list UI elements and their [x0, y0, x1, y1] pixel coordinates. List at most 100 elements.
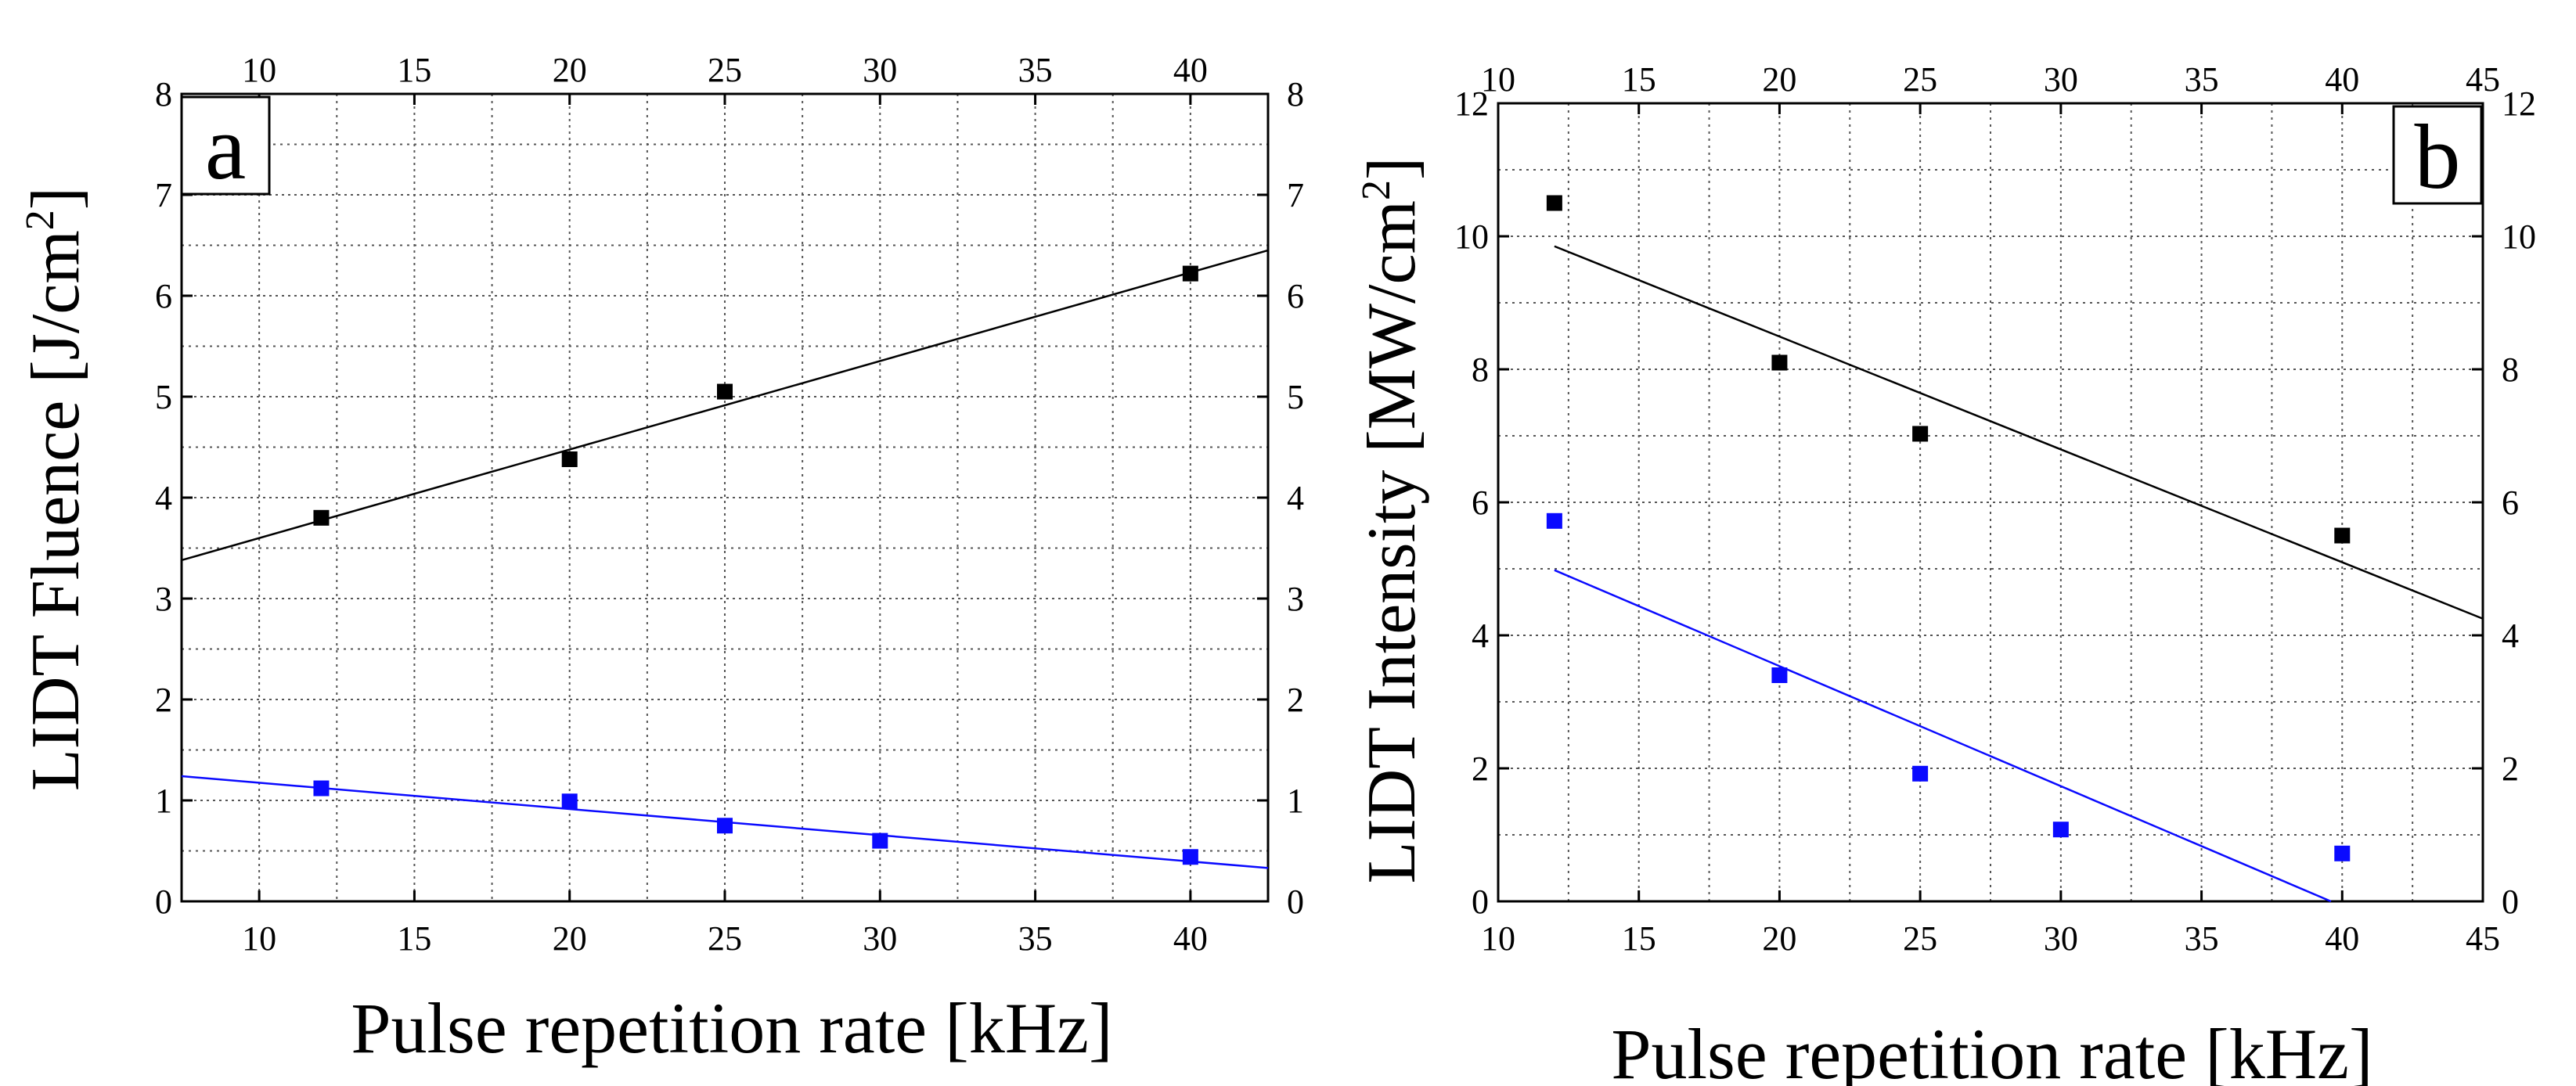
y-axis-label: LIDT Fluence [J/cm2] — [18, 187, 94, 791]
y-axis-label-end: ] — [1354, 157, 1430, 180]
y-tick-label-right: 2 — [2502, 750, 2519, 788]
data-point-black — [1182, 265, 1198, 282]
panel-label: b — [2415, 106, 2461, 208]
x-tick-label: 10 — [242, 919, 276, 958]
x-tick-label: 20 — [1762, 919, 1796, 958]
data-point-blue — [313, 780, 330, 797]
x-tick-label-top: 25 — [708, 51, 742, 89]
y-tick-label: 0 — [1472, 883, 1489, 921]
x-tick-label-top: 15 — [397, 51, 431, 89]
y-tick-label: 3 — [155, 580, 172, 618]
data-point-black — [1546, 195, 1562, 211]
y-tick-label-right: 6 — [2502, 484, 2519, 522]
y-tick-label: 7 — [155, 176, 172, 214]
x-tick-label: 10 — [1481, 919, 1515, 958]
y-tick-label: 8 — [1472, 351, 1489, 389]
panel-label-box — [2392, 105, 2483, 205]
x-tick-label: 40 — [1173, 919, 1208, 958]
y-tick-label: 1 — [155, 782, 172, 820]
y-tick-label-right: 10 — [2502, 218, 2536, 256]
x-tick-label-top: 10 — [1481, 60, 1515, 99]
x-tick-label: 45 — [2466, 919, 2500, 958]
x-tick-label: 30 — [863, 919, 897, 958]
y-axis-label-end: ] — [18, 187, 94, 210]
data-point-black — [717, 383, 733, 400]
y-tick-label-right: 4 — [2502, 617, 2519, 655]
x-tick-label-top: 15 — [1622, 60, 1656, 99]
y-tick-label-right: 3 — [1287, 580, 1304, 618]
x-axis-label: Pulse repetition rate [kHz] — [351, 988, 1112, 1068]
data-point-blue — [561, 793, 578, 810]
panel-label-box — [180, 95, 271, 196]
y-tick-label-right: 6 — [1287, 277, 1304, 315]
y-tick-label: 0 — [155, 883, 172, 921]
x-tick-label-top: 35 — [2185, 60, 2219, 99]
y-tick-label: 4 — [155, 479, 172, 517]
series-black — [181, 249, 1269, 562]
x-tick-label: 30 — [2044, 919, 2078, 958]
x-tick-label-top: 35 — [1018, 51, 1053, 89]
y-tick-label-right: 8 — [1287, 75, 1304, 113]
data-point-black — [2334, 527, 2351, 544]
y-tick-label: 6 — [1472, 484, 1489, 522]
data-point-blue — [717, 818, 733, 834]
y-tick-label: 8 — [155, 75, 172, 113]
data-point-black — [1912, 426, 1929, 442]
y-tick-label-right: 0 — [2502, 883, 2519, 921]
y-tick-label: 4 — [1472, 617, 1489, 655]
y-tick-label-right: 5 — [1287, 378, 1304, 416]
grid — [182, 94, 1268, 901]
x-tick-label-top: 10 — [242, 51, 276, 89]
fit-line-black — [181, 249, 1269, 562]
y-tick-label: 6 — [155, 277, 172, 315]
series-black — [1546, 195, 2484, 620]
y-tick-label-right: 1 — [1287, 782, 1304, 820]
x-tick-label-top: 40 — [1173, 51, 1208, 89]
x-tick-label-top: 30 — [863, 51, 897, 89]
y-tick-label-right: 8 — [2502, 351, 2519, 389]
data-point-black — [1771, 354, 1788, 371]
y-tick-label-right: 4 — [1287, 479, 1304, 517]
series-blue — [1546, 512, 2351, 903]
panel-label: a — [205, 96, 246, 199]
data-point-blue — [1182, 849, 1198, 865]
x-tick-label: 25 — [708, 919, 742, 958]
x-tick-label: 25 — [1903, 919, 1937, 958]
series-blue — [181, 775, 1269, 869]
data-point-blue — [872, 832, 888, 849]
fit-line-blue — [1554, 569, 2332, 903]
x-tick-label-top: 20 — [553, 51, 587, 89]
x-tick-label: 15 — [397, 919, 431, 958]
data-point-blue — [1546, 512, 1562, 529]
data-point-black — [561, 451, 578, 467]
data-point-blue — [1912, 765, 1929, 782]
x-tick-label-top: 45 — [2466, 60, 2500, 99]
y-tick-label-right: 7 — [1287, 176, 1304, 214]
x-tick-label-top: 30 — [2044, 60, 2078, 99]
x-tick-label: 40 — [2325, 919, 2359, 958]
x-tick-label-top: 40 — [2325, 60, 2359, 99]
x-tick-label: 35 — [2185, 919, 2219, 958]
grid — [1498, 103, 2483, 901]
y-tick-label-right: 12 — [2502, 85, 2536, 123]
y-tick-label: 2 — [155, 681, 172, 719]
y-axis-label-text: LIDT Fluence [J/cm — [18, 230, 94, 791]
x-tick-label: 20 — [553, 919, 587, 958]
x-axis-label: Pulse repetition rate [kHz] — [1611, 1014, 2372, 1086]
data-point-blue — [2052, 822, 2069, 838]
x-tick-label: 15 — [1622, 919, 1656, 958]
x-tick-label-top: 20 — [1762, 60, 1796, 99]
data-point-black — [313, 509, 330, 526]
y-tick-label: 10 — [1454, 218, 1489, 256]
y-axis-label-sup: 2 — [18, 210, 63, 230]
fit-line-black — [1554, 245, 2484, 620]
x-tick-label-top: 25 — [1903, 60, 1937, 99]
y-axis-label-sup: 2 — [1354, 180, 1399, 200]
y-tick-label-right: 2 — [1287, 681, 1304, 719]
y-axis-label: LIDT Intensity [MW/cm2] — [1354, 157, 1430, 884]
